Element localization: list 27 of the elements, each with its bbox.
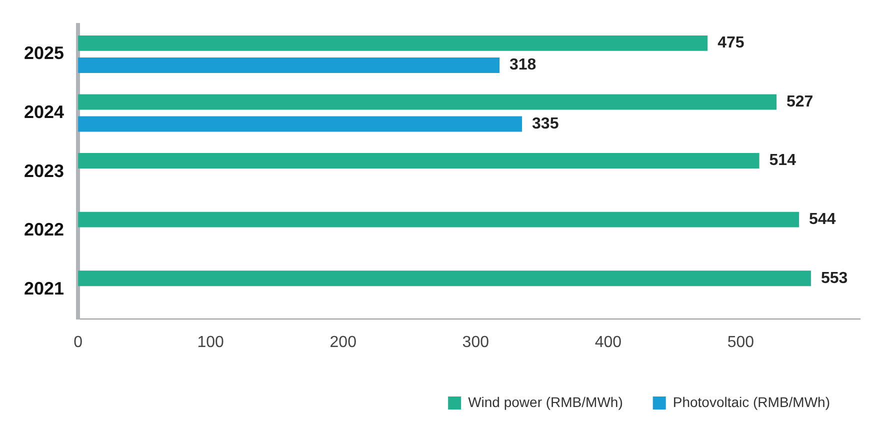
data-label: 335 bbox=[532, 115, 559, 132]
x-tick-label: 300 bbox=[462, 334, 490, 351]
data-label: 553 bbox=[820, 270, 848, 287]
y-tick-label: 2025 bbox=[24, 43, 64, 64]
bar bbox=[78, 94, 777, 110]
legend-label: Photovoltaic (RMB/MWh) bbox=[672, 394, 830, 410]
data-label: 318 bbox=[510, 56, 536, 74]
bar bbox=[78, 153, 760, 168]
bar bbox=[78, 270, 811, 286]
x-tick-label: 100 bbox=[197, 334, 224, 351]
x-tick-label: 500 bbox=[727, 334, 754, 351]
data-label: 544 bbox=[809, 210, 836, 228]
bar bbox=[78, 35, 708, 51]
y-tick-label: 2022 bbox=[24, 220, 64, 240]
data-label: 514 bbox=[769, 152, 796, 170]
x-tick-label: 0 bbox=[74, 334, 83, 351]
data-label: 527 bbox=[786, 93, 814, 110]
y-tick-label: 2023 bbox=[24, 160, 64, 181]
data-label: 475 bbox=[718, 34, 744, 52]
legend-label: Wind power (RMB/MWh) bbox=[468, 394, 623, 410]
bar bbox=[78, 116, 522, 132]
y-tick-label: 2024 bbox=[24, 102, 64, 122]
y-tick-label: 2021 bbox=[24, 278, 64, 298]
x-tick-label: 200 bbox=[330, 334, 357, 351]
x-tick-label: 400 bbox=[594, 334, 622, 351]
bar bbox=[78, 58, 500, 73]
bar bbox=[78, 212, 800, 228]
